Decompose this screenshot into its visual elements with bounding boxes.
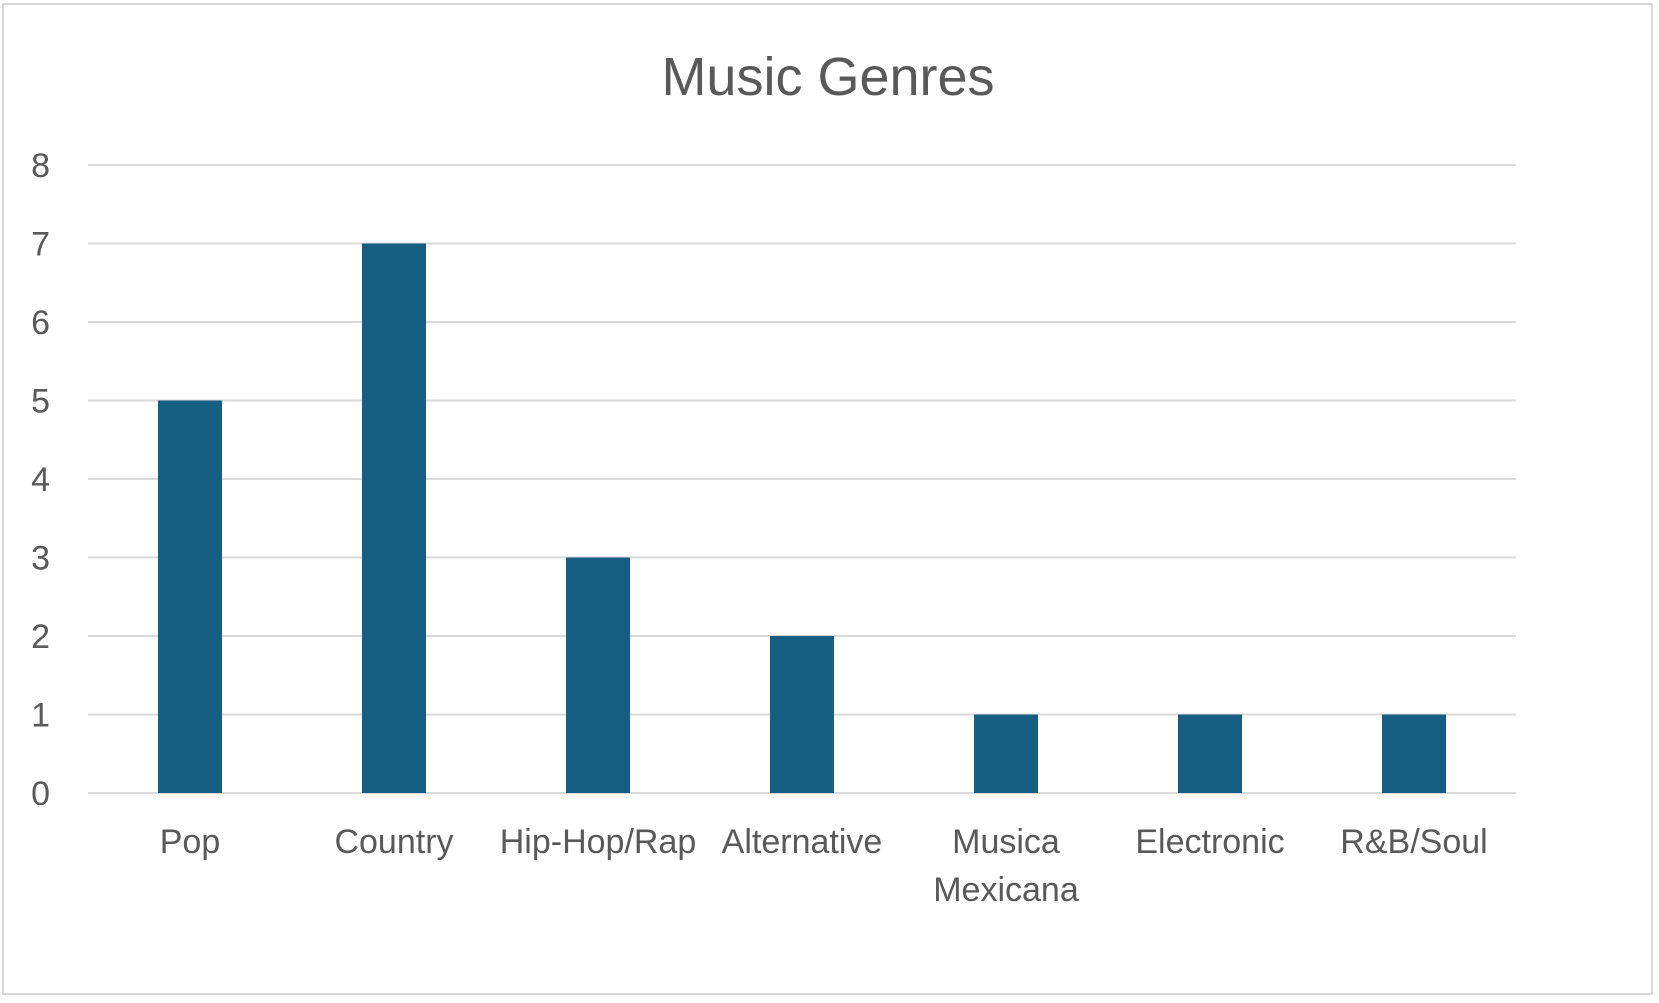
y-tick-label: 7	[31, 226, 50, 264]
bar-musica-mexicana	[974, 714, 1038, 793]
y-tick-label: 5	[31, 383, 50, 421]
bar-country	[362, 243, 426, 793]
x-category-label: Hip-Hop/Rap	[500, 823, 697, 861]
bar-hip-hop-rap	[566, 557, 630, 793]
x-category-label: Country	[334, 823, 453, 861]
bars	[158, 243, 1446, 793]
x-category-label: Electronic	[1135, 823, 1284, 861]
y-tick-label: 0	[31, 775, 50, 813]
bar-electronic	[1178, 714, 1242, 793]
bar-pop	[158, 400, 222, 793]
gridlines	[88, 164, 1516, 794]
x-category-label: Alternative	[722, 823, 883, 861]
bar-r-b-soul	[1382, 714, 1446, 793]
y-tick-label: 6	[31, 304, 50, 342]
y-tick-label: 3	[31, 540, 50, 578]
x-category-label: Pop	[160, 823, 221, 861]
y-tick-label: 2	[31, 618, 50, 656]
bar-alternative	[770, 636, 834, 793]
x-category-label: Musica Mexicana	[933, 823, 1079, 909]
x-category-label: R&B/Soul	[1340, 823, 1487, 861]
y-tick-label: 8	[31, 147, 50, 185]
x-axis-category-labels: Pop Country Hip-Hop/Rap Alternative Musica Me…	[160, 823, 1488, 909]
y-tick-label: 4	[31, 461, 50, 499]
chart-title: Music Genres	[661, 47, 994, 107]
y-axis-tick-labels: 0 1 2 3 4 5 6 7 8	[31, 147, 50, 813]
bar-chart: Music Genres 0 1 2 3 4 5 6 7 8 Pop Country Hip-Hop…	[31, 47, 1516, 909]
chart-area: Music Genres 0 1 2 3 4 5 6 7 8 Pop Country Hip-Hop…	[2, 3, 1653, 995]
y-tick-label: 1	[31, 697, 50, 735]
